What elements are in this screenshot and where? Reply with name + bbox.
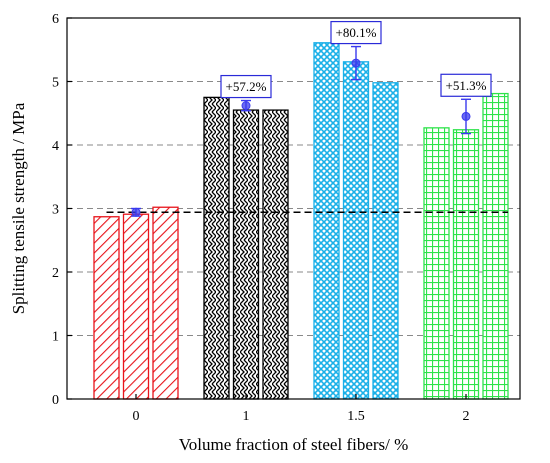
x-tick-label: 2 xyxy=(463,409,470,424)
annotation-label: +51.3% xyxy=(446,78,487,93)
x-tick-label: 0 xyxy=(133,409,140,424)
x-axis-title: Volume fraction of steel fibers/ % xyxy=(179,435,409,454)
bar xyxy=(372,82,399,400)
bar xyxy=(93,216,120,400)
y-tick-label: 3 xyxy=(52,203,59,218)
bar xyxy=(232,109,260,400)
bar xyxy=(203,96,230,400)
bar xyxy=(262,109,289,400)
annotation-box: +51.3% xyxy=(440,73,492,97)
mean-marker xyxy=(461,111,471,121)
annotations: +57.2% +80.1% +51.3% xyxy=(220,20,492,99)
y-axis-ticks: 0 1 2 3 4 5 6 xyxy=(52,12,72,408)
y-tick-label: 6 xyxy=(52,12,59,27)
bar xyxy=(482,92,509,400)
y-tick-label: 4 xyxy=(52,139,59,154)
y-tick-label: 5 xyxy=(52,76,59,91)
x-tick-label: 1.5 xyxy=(347,409,365,424)
bar xyxy=(122,213,150,400)
y-tick-label: 2 xyxy=(52,266,59,281)
mean-marker xyxy=(241,101,251,111)
annotation-label: +80.1% xyxy=(336,25,377,40)
mean-marker xyxy=(131,207,141,217)
annotation-box: +80.1% xyxy=(330,20,382,45)
error-bars xyxy=(131,45,471,217)
bar xyxy=(342,61,370,400)
annotation-box: +57.2% xyxy=(220,74,272,99)
bar xyxy=(152,206,179,400)
mean-marker xyxy=(351,58,361,68)
x-tick-label: 1 xyxy=(243,409,250,424)
y-axis-title: Splitting tensile strength / MPa xyxy=(9,102,28,314)
bar xyxy=(313,42,340,400)
annotation-frame xyxy=(330,20,382,45)
bar xyxy=(423,127,450,400)
bar xyxy=(452,129,480,400)
y-tick-label: 1 xyxy=(52,330,59,345)
annotation-label: +57.2% xyxy=(226,79,267,94)
annotation-frame xyxy=(440,73,492,97)
x-axis-ticks: 0 1 1.5 2 xyxy=(133,394,470,424)
annotation-frame xyxy=(220,74,272,99)
y-tick-label: 0 xyxy=(52,393,59,408)
